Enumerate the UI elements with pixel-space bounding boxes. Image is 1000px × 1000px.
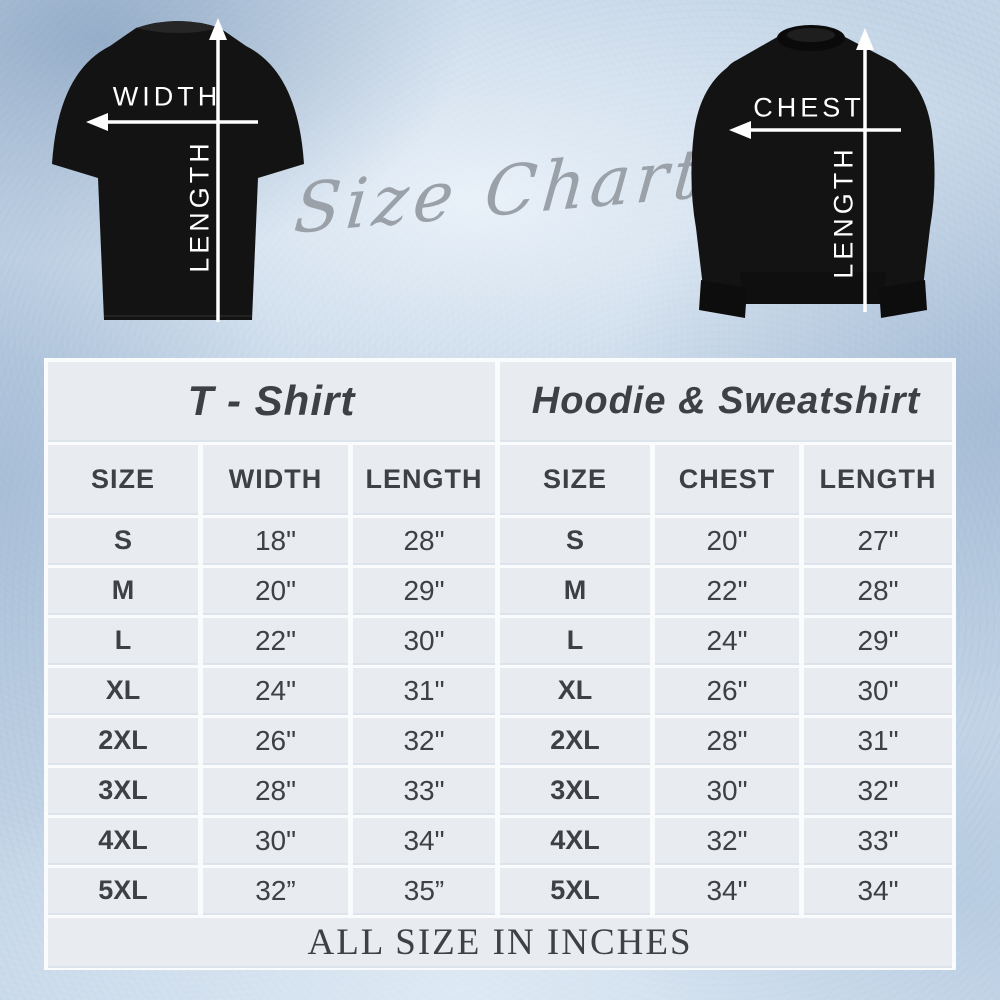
table-cell: XL <box>48 668 198 713</box>
size-table: T - Shirt Hoodie & Sweatshirt SIZE WIDTH… <box>44 358 956 970</box>
column-header-length: LENGTH <box>804 445 952 513</box>
table-cell: S <box>500 518 650 563</box>
table-cell: 20" <box>203 568 348 613</box>
table-cell: 3XL <box>48 768 198 813</box>
table-cell: 27" <box>804 518 952 563</box>
table-cell: 28" <box>804 568 952 613</box>
table-cell: 2XL <box>500 718 650 763</box>
sweatshirt-image <box>691 25 935 318</box>
table-cell: 34" <box>353 818 495 863</box>
page-title: Size Chart <box>291 134 709 250</box>
sweatshirt-measure-arrows <box>729 28 901 312</box>
table-cell: 5XL <box>48 868 198 913</box>
tshirt-diagram: WIDTH LENGTH <box>40 10 320 328</box>
table-cell: 26" <box>655 668 799 713</box>
hoodie-diagram: CHEST LENGTH <box>681 20 966 332</box>
length-arrow-icon <box>209 18 227 322</box>
column-header-length: LENGTH <box>353 445 495 513</box>
table-cell: 33" <box>353 768 495 813</box>
table-cell: 30" <box>353 618 495 663</box>
table-cell: 32" <box>353 718 495 763</box>
table-cell: 2XL <box>48 718 198 763</box>
table-cell: 28" <box>203 768 348 813</box>
table-cell: 35” <box>353 868 495 913</box>
length-arrow-icon <box>856 28 874 312</box>
tshirt-image <box>52 21 304 320</box>
tshirt-width-label: WIDTH <box>112 81 222 112</box>
hoodie-chest-label: CHEST <box>753 92 865 123</box>
table-cell: 30" <box>655 768 799 813</box>
table-cell: 28" <box>353 518 495 563</box>
table-cell: 3XL <box>500 768 650 813</box>
tshirt-table-title: T - Shirt <box>48 362 495 440</box>
table-cell: L <box>48 618 198 663</box>
table-cell: 28" <box>655 718 799 763</box>
table-cell: 34" <box>655 868 799 913</box>
column-header-width: WIDTH <box>203 445 348 513</box>
chest-arrow-icon <box>729 121 901 139</box>
table-cell: 32" <box>804 768 952 813</box>
column-header-chest: CHEST <box>655 445 799 513</box>
table-cell: S <box>48 518 198 563</box>
table-cell: M <box>500 568 650 613</box>
table-cell: 31" <box>804 718 952 763</box>
table-cell: 30" <box>203 818 348 863</box>
table-cell: XL <box>500 668 650 713</box>
table-footer-note: ALL SIZE IN INCHES <box>48 918 952 966</box>
table-cell: 26" <box>203 718 348 763</box>
width-arrow-icon <box>86 113 258 131</box>
table-cell: 29" <box>804 618 952 663</box>
column-header-size: SIZE <box>48 445 198 513</box>
table-cell: 33" <box>804 818 952 863</box>
hoodie-length-label: LENGTH <box>828 145 859 279</box>
tshirt-measure-arrows <box>86 18 258 322</box>
tshirt-length-label: LENGTH <box>184 139 215 273</box>
table-cell: 4XL <box>48 818 198 863</box>
table-cell: 32” <box>203 868 348 913</box>
table-cell: 4XL <box>500 818 650 863</box>
column-header-size: SIZE <box>500 445 650 513</box>
hoodie-table-title: Hoodie & Sweatshirt <box>500 362 952 440</box>
table-cell: 5XL <box>500 868 650 913</box>
table-cell: L <box>500 618 650 663</box>
table-cell: 34" <box>804 868 952 913</box>
table-cell: 31" <box>353 668 495 713</box>
table-cell: 22" <box>203 618 348 663</box>
table-cell: 24" <box>655 618 799 663</box>
table-cell: 22" <box>655 568 799 613</box>
table-cell: 18" <box>203 518 348 563</box>
table-cell: M <box>48 568 198 613</box>
table-cell: 30" <box>804 668 952 713</box>
table-cell: 20" <box>655 518 799 563</box>
table-cell: 24" <box>203 668 348 713</box>
table-cell: 32" <box>655 818 799 863</box>
table-cell: 29" <box>353 568 495 613</box>
